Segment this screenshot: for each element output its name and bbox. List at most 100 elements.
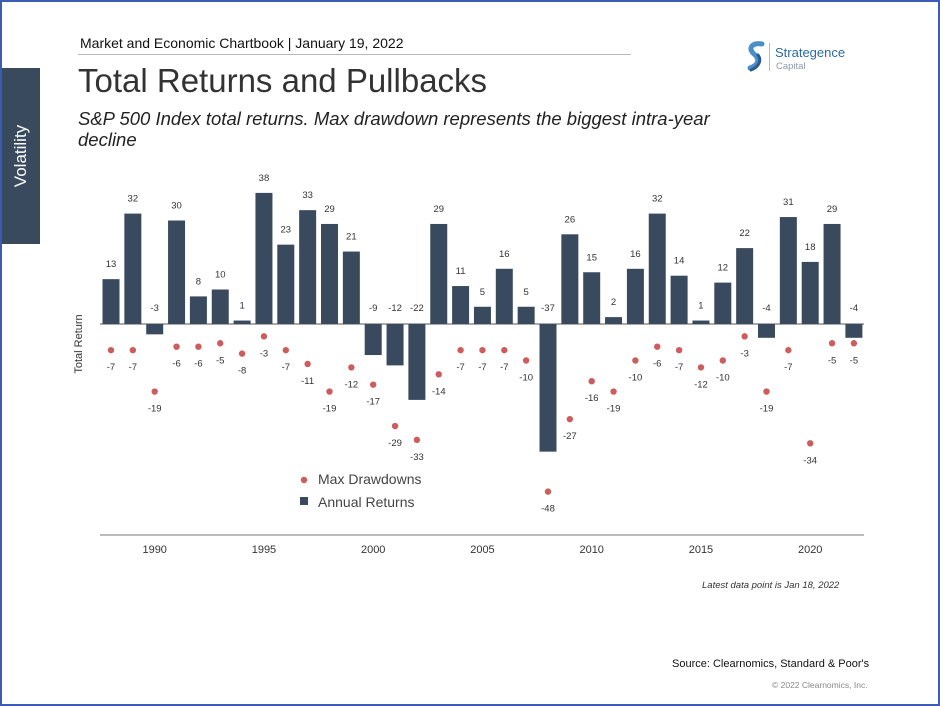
x-tick-label: 2020 bbox=[798, 544, 822, 556]
return-label: 1 bbox=[698, 301, 703, 312]
return-bar bbox=[211, 289, 229, 324]
drawdown-dot bbox=[807, 440, 814, 447]
drawdown-label: -34 bbox=[803, 455, 817, 466]
drawdown-dot bbox=[785, 346, 792, 354]
drawdown-label: -6 bbox=[172, 359, 180, 370]
return-bar bbox=[473, 306, 491, 324]
drawdown-label: -7 bbox=[500, 362, 508, 373]
copyright-note: © 2022 Clearnomics, Inc. bbox=[772, 680, 868, 690]
drawdown-dot bbox=[654, 343, 661, 350]
return-label: 16 bbox=[630, 249, 641, 260]
return-bar bbox=[146, 324, 164, 335]
return-label: -4 bbox=[762, 303, 770, 314]
drawdown-label: -5 bbox=[216, 355, 224, 366]
drawdown-dot bbox=[129, 346, 137, 354]
strategence-logo-icon bbox=[747, 41, 765, 72]
drawdown-label: -27 bbox=[563, 431, 577, 442]
side-tab-volatility: Volatility bbox=[2, 68, 40, 244]
return-label: 32 bbox=[652, 194, 663, 205]
drawdown-dot bbox=[326, 388, 333, 395]
drawdown-dot bbox=[719, 357, 726, 364]
return-bar bbox=[386, 324, 404, 366]
latest-data-note: Latest data point is Jan 18, 2022 bbox=[702, 580, 840, 591]
drawdown-label: -7 bbox=[282, 362, 290, 373]
return-bar bbox=[321, 223, 338, 324]
logo-divider bbox=[769, 43, 770, 71]
return-bar bbox=[342, 251, 360, 324]
return-bar bbox=[452, 286, 470, 324]
drawdown-label: -7 bbox=[478, 362, 486, 373]
drawdown-dot bbox=[588, 378, 595, 385]
drawdown-label: -6 bbox=[194, 359, 202, 370]
return-bar bbox=[801, 261, 819, 324]
return-bar bbox=[277, 244, 295, 324]
drawdown-label: -19 bbox=[323, 404, 337, 415]
return-label: 29 bbox=[433, 204, 444, 215]
drawdown-dot bbox=[173, 343, 180, 350]
x-tick-label: 2000 bbox=[361, 544, 385, 556]
return-bar bbox=[670, 275, 688, 324]
drawdown-label: -10 bbox=[629, 373, 643, 384]
return-bar bbox=[408, 324, 426, 400]
drawdown-label: -3 bbox=[260, 348, 268, 359]
return-bar bbox=[714, 282, 732, 324]
source-note: Source: Clearnomics, Standard & Poor's bbox=[672, 658, 870, 670]
return-bar bbox=[779, 217, 797, 324]
drawdown-dot bbox=[763, 388, 770, 395]
drawdown-label: -17 bbox=[366, 397, 380, 408]
return-bar bbox=[255, 192, 273, 324]
drawdown-dot bbox=[457, 346, 464, 354]
x-tick-label: 2005 bbox=[470, 544, 494, 556]
return-label: 30 bbox=[171, 201, 182, 212]
logo-sub: Capital bbox=[776, 61, 806, 72]
return-label: 1 bbox=[239, 301, 244, 312]
drawdown-dot bbox=[391, 422, 399, 430]
return-bar bbox=[845, 324, 863, 338]
drawdown-dot bbox=[566, 415, 574, 423]
return-bar bbox=[124, 213, 142, 324]
drawdown-label: -10 bbox=[519, 373, 533, 384]
y-axis-label: Total Return bbox=[73, 314, 85, 373]
chartbook-header: Market and Economic Chartbook | January … bbox=[80, 35, 404, 51]
drawdown-dot bbox=[238, 350, 246, 357]
drawdown-label: -12 bbox=[344, 379, 358, 390]
drawdown-dot bbox=[501, 346, 508, 354]
return-label: 29 bbox=[827, 204, 838, 215]
return-label: 10 bbox=[215, 270, 226, 281]
drawdown-label: -14 bbox=[432, 386, 446, 397]
drawdown-label: -5 bbox=[828, 355, 836, 366]
return-bar bbox=[823, 223, 841, 324]
drawdown-dot bbox=[370, 381, 377, 388]
return-label: 32 bbox=[128, 194, 139, 205]
drawdown-dot bbox=[610, 388, 617, 395]
logo-brand: Strategence bbox=[775, 45, 846, 60]
drawdown-label: -6 bbox=[653, 359, 661, 370]
drawdown-label: -16 bbox=[585, 393, 599, 404]
return-bar bbox=[648, 213, 666, 324]
return-label: 31 bbox=[783, 197, 794, 208]
drawdown-label: -29 bbox=[388, 438, 402, 449]
return-label: -4 bbox=[850, 303, 858, 314]
drawdown-dot bbox=[632, 357, 639, 364]
return-label: 11 bbox=[456, 266, 466, 277]
drawdown-dot bbox=[850, 340, 858, 347]
return-bar bbox=[539, 324, 557, 452]
header-divider bbox=[78, 54, 631, 55]
drawdown-dot bbox=[413, 436, 421, 444]
return-label: 26 bbox=[565, 214, 576, 225]
return-bar bbox=[495, 268, 513, 324]
drawdown-dot bbox=[304, 360, 311, 368]
drawdown-dot bbox=[479, 346, 486, 354]
drawdown-label: -19 bbox=[607, 404, 621, 415]
return-label: 16 bbox=[499, 249, 510, 260]
x-tick-label: 2010 bbox=[579, 544, 603, 556]
drawdown-label: -7 bbox=[675, 362, 683, 373]
return-label: -9 bbox=[369, 303, 377, 314]
drawdown-dot bbox=[741, 333, 748, 340]
return-bar bbox=[299, 210, 317, 324]
return-label: 15 bbox=[586, 252, 597, 263]
drawdown-label: -10 bbox=[716, 373, 730, 384]
drawdown-dot bbox=[282, 346, 289, 354]
drawdown-dot bbox=[217, 340, 224, 347]
return-label: 2 bbox=[611, 297, 616, 308]
